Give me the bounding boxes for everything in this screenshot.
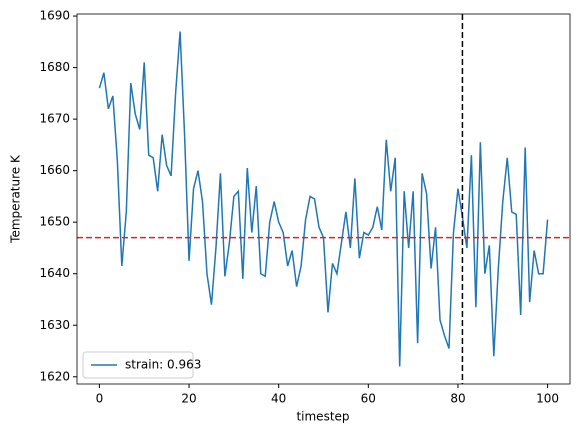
x-tick-label: 20 xyxy=(181,392,196,406)
x-axis-label: timestep xyxy=(296,410,349,424)
x-tick-label: 80 xyxy=(450,392,465,406)
y-tick-label: 1620 xyxy=(39,369,70,383)
y-tick-label: 1630 xyxy=(39,318,70,332)
y-tick-label: 1650 xyxy=(39,215,70,229)
x-tick-label: 0 xyxy=(96,392,104,406)
plot-frame xyxy=(76,13,571,385)
y-tick-label: 1680 xyxy=(39,60,70,74)
x-tick-label: 60 xyxy=(361,392,376,406)
y-tick-label: 1660 xyxy=(39,163,70,177)
y-tick-label: 1670 xyxy=(39,112,70,126)
y-axis-label: Temperature K xyxy=(9,154,23,244)
y-tick-label: 1640 xyxy=(39,266,70,280)
data-line xyxy=(98,31,549,367)
y-tick-label: 1690 xyxy=(39,9,70,23)
legend-label: strain: 0.963 xyxy=(125,358,201,372)
legend-box xyxy=(82,351,194,379)
x-tick-label: 100 xyxy=(536,392,559,406)
x-tick-label: 40 xyxy=(271,392,286,406)
